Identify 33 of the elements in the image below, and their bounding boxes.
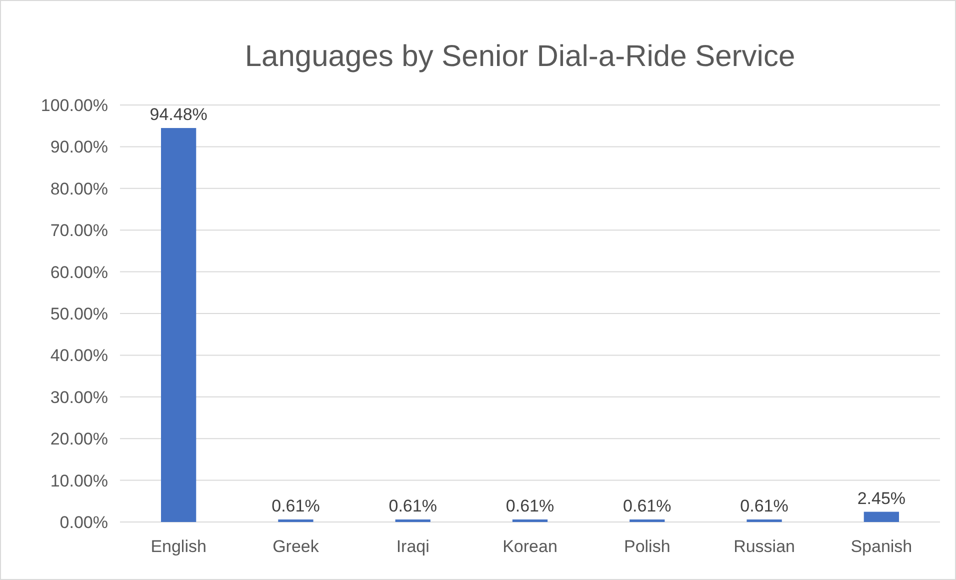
y-tick-label: 40.00%: [50, 346, 108, 366]
x-tick-label: Polish: [624, 537, 670, 556]
bar: [864, 512, 899, 522]
data-label: 0.61%: [388, 496, 437, 516]
x-tick-label: Russian: [734, 537, 795, 556]
bar: [746, 519, 782, 522]
x-tick-label: Korean: [502, 537, 558, 556]
data-label: 0.61%: [623, 496, 672, 516]
bar: [278, 519, 314, 522]
x-tick-label: English: [150, 537, 206, 556]
y-tick-label: 0.00%: [60, 512, 108, 532]
y-tick-label: 90.00%: [50, 138, 108, 157]
y-tick-label: 80.00%: [50, 179, 108, 198]
data-label: 2.45%: [857, 488, 906, 508]
y-tick-label: 100.00%: [40, 96, 108, 115]
y-tick-label: 20.00%: [50, 430, 108, 449]
y-tick-label: 50.00%: [50, 304, 108, 324]
x-tick-label: Spanish: [850, 537, 912, 556]
y-tick-label: 10.00%: [50, 471, 108, 490]
chart-title: Languages by Senior Dial-a-Ride Service: [244, 40, 796, 73]
data-label: 0.61%: [272, 496, 320, 516]
y-tick-label: 30.00%: [50, 388, 108, 407]
y-tick-label: 70.00%: [50, 221, 108, 240]
data-label: 0.61%: [740, 496, 788, 516]
y-tick-label: 60.00%: [50, 262, 108, 282]
bar: [630, 519, 665, 522]
x-tick-label: Iraqi: [396, 537, 430, 556]
bar: [161, 128, 196, 522]
data-label: 0.61%: [506, 496, 554, 516]
data-label: 94.48%: [150, 105, 208, 124]
x-tick-label: Greek: [272, 537, 320, 556]
bar: [512, 519, 548, 522]
bar: [395, 519, 430, 522]
